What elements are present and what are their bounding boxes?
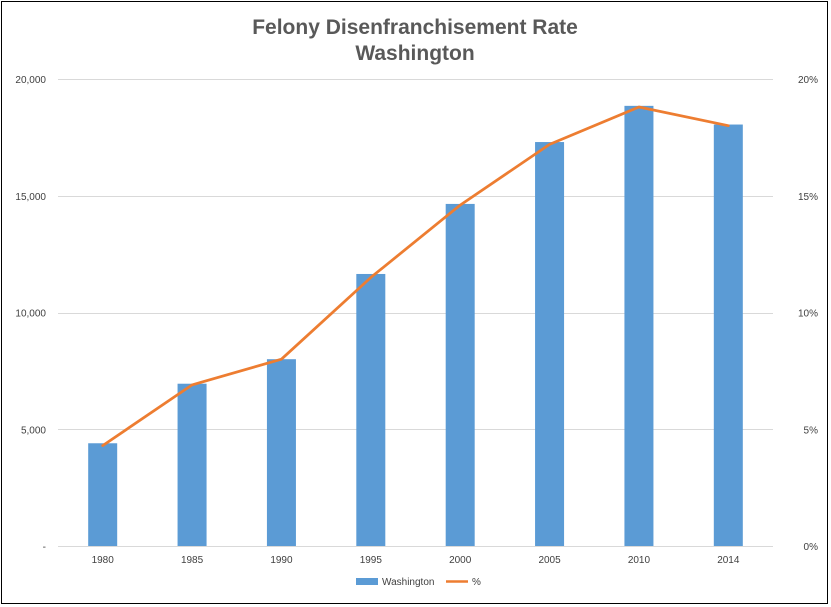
right-tick-label-1: 5% [804,425,819,436]
chart-title-line-2: Washington [355,42,474,65]
bar-1995 [356,273,386,546]
line-percent [101,105,730,447]
left-tick-label-3: 15,000 [15,192,46,203]
left-tick-label-2: 10,000 [15,309,46,320]
right-tick-label-4: 20% [798,75,818,86]
x-tick-label-1990: 1990 [270,555,293,566]
bar-2010 [624,105,654,546]
bar-2005 [535,142,565,547]
legend-label-bars: Washington [382,577,434,588]
bar-2014 [713,124,743,546]
x-tick-label-2010: 2010 [628,555,651,566]
gridlines [58,79,773,547]
left-axis-labels: - 5,000 10,000 15,000 20,000 [15,75,46,553]
bar-series [88,105,743,547]
chart-title: Felony Disenfranchisement Rate Washingto… [252,16,578,65]
line-series [101,105,730,447]
chart-title-line-1: Felony Disenfranchisement Rate [252,16,578,39]
x-tick-label-2000: 2000 [449,555,472,566]
x-tick-label-1995: 1995 [360,555,383,566]
left-tick-label-0: - [43,542,46,553]
x-axis-labels: 1980 1985 1990 1995 2000 2005 2010 2014 [92,555,740,566]
legend-swatch-bars [356,578,378,585]
x-tick-label-1980: 1980 [92,555,115,566]
right-tick-label-2: 10% [798,309,818,320]
x-tick-label-1985: 1985 [181,555,204,566]
bar-2000 [445,203,475,547]
left-tick-label-4: 20,000 [15,75,46,86]
x-tick-label-2005: 2005 [538,555,561,566]
right-tick-label-0: 0% [804,542,819,553]
left-tick-label-1: 5,000 [21,425,46,436]
right-tick-label-3: 15% [798,192,818,203]
bar-1990 [266,359,296,546]
bar-1985 [177,383,207,546]
right-axis-labels: 0% 5% 10% 15% 20% [798,75,818,553]
x-tick-label-2014: 2014 [717,555,740,566]
legend: Washington % [356,577,481,588]
legend-label-line: % [472,577,481,588]
bar-1980 [88,443,118,546]
